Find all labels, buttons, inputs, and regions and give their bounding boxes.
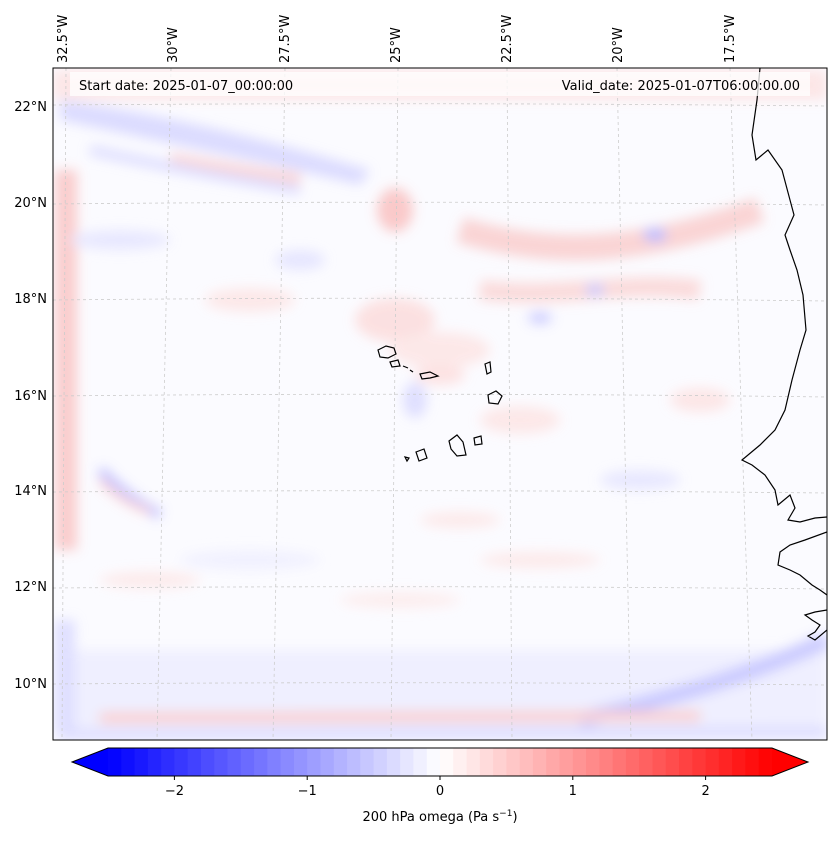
colorbar-segment [267, 748, 282, 776]
colorbar-segment [214, 748, 229, 776]
colorbar-segment [293, 748, 308, 776]
lon-label: 22.5°W [500, 15, 515, 63]
colorbar-tick-label: −1 [298, 784, 317, 799]
colorbar-segment [121, 748, 136, 776]
colorbar-segment [347, 748, 361, 776]
lon-label: 27.5°W [278, 15, 293, 63]
lat-labels: 22°N 20°N 18°N 16°N 14°N 12°N 10°N [14, 100, 47, 692]
colorbar-segment [200, 748, 215, 776]
lon-label: 25°W [389, 27, 404, 63]
map-frame [52, 67, 828, 741]
map-panel [53, 68, 827, 740]
colorbar-segment [652, 748, 667, 776]
colorbar-extend-max [772, 748, 808, 776]
colorbar-segment [546, 748, 561, 776]
colorbar-segment [426, 748, 441, 776]
colorbar-tick-label: 1 [569, 784, 577, 799]
colorbar-segment [147, 748, 162, 776]
colorbar-segment [386, 748, 401, 776]
colorbar-segment [625, 748, 640, 776]
colorbar-segment [493, 748, 507, 776]
start-date: Start date: 2025-01-07_00:00:00 [79, 79, 293, 94]
colorbar-segment [453, 748, 468, 776]
lat-label: 18°N [14, 292, 47, 307]
lat-label: 22°N [14, 100, 47, 115]
colorbar-segment [612, 748, 627, 776]
lon-label: 17.5°W [723, 15, 738, 63]
colorbar-segment [692, 748, 707, 776]
colorbar-segment [506, 748, 521, 776]
colorbar-segment [665, 748, 680, 776]
colorbar-segment [732, 748, 747, 776]
colorbar-segment [599, 748, 614, 776]
colorbar-outline [70, 747, 810, 777]
valid-date: Valid_date: 2025-01-07T06:00:00.00 [562, 79, 800, 94]
colorbar: −2 −1 0 1 2 200 hPa omega (Pa s−1) [70, 747, 810, 825]
lon-label: 20°W [611, 27, 626, 63]
colorbar-segment [572, 748, 587, 776]
colorbar-segment [586, 748, 600, 776]
colorbar-segment [519, 748, 534, 776]
colorbar-segment [280, 748, 295, 776]
lon-label: 32.5°W [56, 15, 71, 63]
colorbar-segment [559, 748, 574, 776]
colorbar-segment [413, 748, 428, 776]
lat-label: 20°N [14, 196, 47, 211]
colorbar-segment [705, 748, 720, 776]
colorbar-label: 200 hPa omega (Pa s−1) [362, 809, 517, 825]
colorbar-segment [254, 748, 268, 776]
colorbar-segment [333, 748, 348, 776]
colorbar-segment [227, 748, 242, 776]
africa-coastline [740, 68, 827, 641]
cape-verde-islands [377, 345, 503, 463]
colorbar-segment [400, 748, 415, 776]
colorbar-segment [134, 748, 149, 776]
colorbar-segment [360, 748, 375, 776]
coastline [377, 68, 827, 641]
colorbar-segment [108, 748, 122, 776]
colorbar-segment [307, 748, 322, 776]
lon-label: 30°W [166, 27, 181, 63]
colorbar-segment [532, 748, 547, 776]
colorbar-tick-label: −2 [165, 784, 184, 799]
lat-label: 12°N [14, 580, 47, 595]
colorbar-segment [174, 748, 189, 776]
colorbar-segment [718, 748, 733, 776]
colorbar-segment [679, 748, 693, 776]
colorbar-segment [440, 748, 454, 776]
lat-label: 16°N [14, 389, 47, 404]
colorbar-segment [161, 748, 175, 776]
colorbar-segment [466, 748, 481, 776]
colorbar-tick-label: 2 [701, 784, 709, 799]
colorbar-extend-min [72, 748, 108, 776]
lat-label: 14°N [14, 484, 47, 499]
graticule [53, 68, 827, 740]
colorbar-segment [745, 748, 760, 776]
colorbar-segment [479, 748, 494, 776]
colorbar-segment [320, 748, 335, 776]
colorbar-segment [187, 748, 202, 776]
colorbar-tick-label: 0 [436, 784, 444, 799]
lon-labels: 32.5°W 30°W 27.5°W 25°W 22.5°W 20°W 17.5… [56, 15, 738, 63]
colorbar-segment [758, 748, 773, 776]
lat-label: 10°N [14, 677, 47, 692]
colorbar-segment [639, 748, 654, 776]
colorbar-segment [240, 748, 255, 776]
colorbar-segment [373, 748, 388, 776]
